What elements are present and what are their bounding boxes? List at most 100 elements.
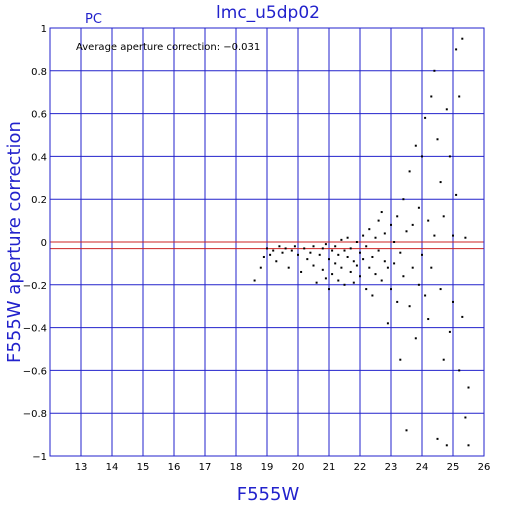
- data-point: [383, 260, 386, 263]
- data-point: [321, 247, 324, 250]
- data-point: [424, 116, 427, 119]
- y-tick-labels: −1 −0.8 −0.6 −0.4 −0.2 0 0.2 0.4 0.6 0.8 1: [23, 24, 47, 463]
- data-point: [442, 215, 445, 218]
- data-point: [411, 266, 414, 269]
- data-point: [362, 234, 365, 237]
- data-point: [269, 253, 272, 256]
- data-point: [433, 234, 436, 237]
- data-point: [436, 437, 439, 440]
- data-point: [377, 249, 380, 252]
- data-point: [290, 249, 293, 252]
- data-point: [272, 249, 275, 252]
- x-tick-labels: 13 14 15 16 17 18 19 20 21 22 23 24 25 26: [75, 462, 491, 473]
- data-point: [411, 223, 414, 226]
- data-point: [334, 262, 337, 265]
- data-point: [421, 155, 423, 158]
- data-point: [442, 358, 445, 361]
- data-point: [405, 429, 408, 432]
- data-point: [439, 181, 442, 184]
- data-point: [464, 416, 467, 419]
- data-point: [402, 275, 405, 278]
- data-point: [436, 138, 439, 141]
- data-point: [315, 281, 318, 284]
- data-point: [368, 228, 371, 231]
- data-point: [417, 283, 420, 286]
- data-point: [337, 253, 340, 256]
- data-point: [380, 211, 383, 214]
- data-point: [380, 279, 383, 282]
- data-point: [328, 258, 330, 261]
- data-point: [371, 255, 374, 258]
- data-point: [349, 270, 352, 273]
- data-point: [448, 330, 451, 333]
- data-point: [259, 266, 262, 269]
- y-tick-label: 1: [41, 24, 47, 35]
- y-axis-label: F555W aperture correction: [4, 121, 25, 363]
- data-point: [452, 300, 454, 303]
- data-point: [461, 315, 464, 318]
- data-point: [393, 262, 396, 265]
- y-tick-label: 0.8: [31, 67, 47, 78]
- x-tick-label: 21: [323, 462, 336, 473]
- data-point: [383, 232, 386, 235]
- x-tick-label: 15: [137, 462, 150, 473]
- data-point: [396, 300, 399, 303]
- x-tick-label: 18: [230, 462, 243, 473]
- data-point: [448, 155, 451, 158]
- data-point: [331, 249, 334, 252]
- data-point: [452, 234, 454, 237]
- x-tick-label: 17: [199, 462, 212, 473]
- y-tick-label: 0.6: [31, 110, 47, 121]
- data-point: [349, 247, 352, 250]
- x-tick-label: 26: [478, 462, 491, 473]
- data-point: [414, 144, 417, 147]
- x-axis-label: F555W: [237, 484, 300, 505]
- data-point: [287, 266, 290, 269]
- data-point: [458, 95, 461, 98]
- data-point: [278, 245, 281, 248]
- data-point: [445, 108, 448, 111]
- data-point: [433, 69, 436, 72]
- data-point: [386, 266, 389, 269]
- data-point: [417, 206, 420, 209]
- data-point: [340, 238, 343, 241]
- data-point: [455, 193, 458, 196]
- data-point: [300, 270, 303, 273]
- data-point: [328, 288, 330, 291]
- data-point: [318, 253, 321, 256]
- data-point: [266, 247, 268, 250]
- data-point: [374, 273, 377, 276]
- y-tick-label: −0.2: [23, 281, 47, 292]
- data-point: [281, 251, 284, 254]
- data-point: [461, 37, 464, 40]
- data-point: [253, 279, 256, 282]
- data-point: [284, 247, 287, 250]
- data-point: [352, 260, 355, 263]
- x-tick-label: 20: [292, 462, 305, 473]
- x-tick-label: 13: [75, 462, 88, 473]
- data-point: [359, 251, 361, 254]
- data-point: [362, 258, 365, 261]
- data-point: [467, 386, 470, 389]
- data-point: [346, 236, 349, 239]
- data-point: [402, 198, 405, 201]
- x-tick-label: 24: [416, 462, 429, 473]
- data-point: [377, 219, 380, 222]
- data-point: [458, 369, 461, 372]
- x-tick-label: 25: [447, 462, 460, 473]
- data-points: [253, 37, 470, 447]
- data-point: [390, 288, 392, 291]
- data-point: [427, 318, 430, 321]
- data-point: [306, 258, 309, 261]
- y-tick-label: −0.6: [23, 366, 47, 377]
- x-tick-label: 16: [168, 462, 181, 473]
- data-point: [343, 283, 346, 286]
- data-point: [464, 236, 467, 239]
- data-point: [396, 215, 399, 218]
- data-point: [368, 266, 371, 269]
- data-point: [424, 294, 427, 297]
- data-point: [467, 444, 470, 447]
- data-point: [430, 95, 433, 98]
- data-point: [346, 255, 349, 258]
- data-point: [355, 241, 358, 243]
